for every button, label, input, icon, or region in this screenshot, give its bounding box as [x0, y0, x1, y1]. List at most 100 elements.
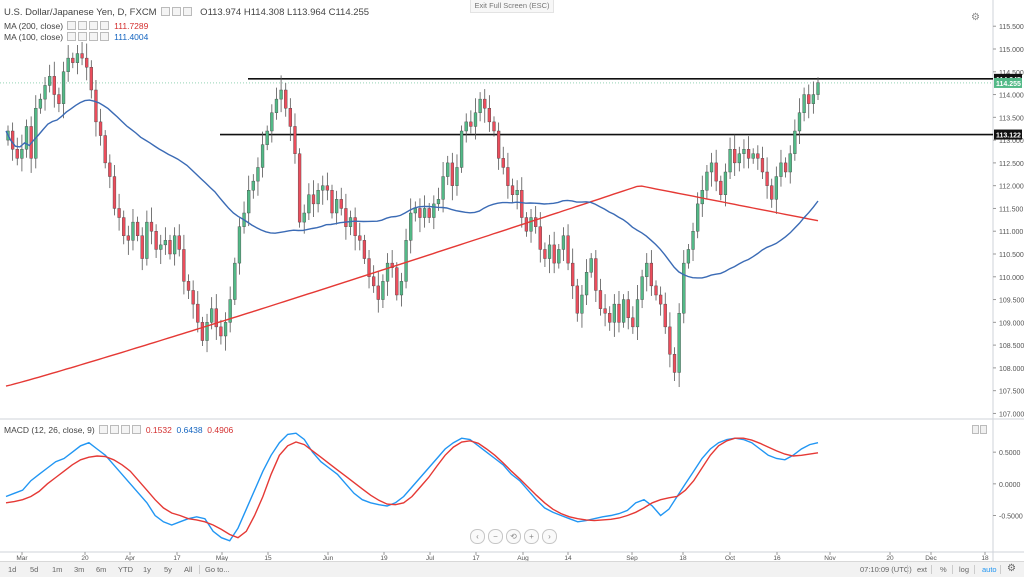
eye-icon[interactable] — [67, 32, 77, 41]
ma100-label: MA (100, close) — [4, 32, 64, 42]
time-axis-label: 18 — [679, 555, 687, 562]
candle-body — [580, 294, 584, 314]
time-axis-label: 16 — [773, 555, 781, 562]
candle-body — [742, 149, 746, 154]
settings-gear-icon[interactable]: ⚙ — [1007, 563, 1016, 574]
eye-icon[interactable] — [67, 21, 77, 30]
log-toggle[interactable]: log — [959, 565, 970, 574]
time-axis-label: Sep — [626, 555, 638, 562]
candle-body — [177, 235, 181, 250]
candle-body — [686, 249, 691, 264]
price-axis-label: 115.000 — [999, 47, 1024, 54]
close-icon[interactable] — [89, 21, 99, 30]
candle-body — [626, 299, 630, 318]
range-5d[interactable]: 5d — [30, 565, 39, 574]
candle-body — [293, 126, 297, 154]
range-1y[interactable]: 1y — [143, 565, 151, 574]
candle-body — [57, 94, 61, 104]
candle-body — [543, 249, 547, 259]
candle-body — [529, 217, 533, 232]
candle-body — [654, 285, 658, 296]
candle-body — [122, 217, 126, 236]
settings-icon[interactable] — [172, 7, 182, 16]
candle-body — [372, 276, 376, 287]
candle-body — [538, 226, 542, 250]
more-icon[interactable] — [132, 425, 142, 434]
ext-toggle[interactable]: ext — [917, 565, 928, 574]
macd-legend: MACD (12, 26, close, 9) 0.1532 0.6438 0.… — [4, 425, 233, 435]
range-1m[interactable]: 1m — [52, 565, 63, 574]
toolbar-divider — [952, 565, 953, 574]
time-axis-label: 14 — [564, 555, 572, 562]
time-axis-label: May — [216, 555, 229, 562]
candle-body — [145, 221, 149, 259]
price-axis-label: 112.500 — [999, 161, 1024, 168]
range-all[interactable]: All — [184, 565, 193, 574]
price-axis-label: 108.500 — [999, 343, 1024, 350]
eye-icon[interactable] — [99, 425, 109, 434]
macd-line — [5, 432, 819, 542]
time-axis-label: 18 — [981, 555, 989, 562]
time-axis-label: Apr — [125, 555, 136, 562]
time-axis-label: Mar — [16, 555, 28, 562]
ma100-legend: MA (100, close) 111.4004 — [4, 32, 148, 42]
range-5y[interactable]: 5y — [164, 565, 172, 574]
candle-body — [103, 135, 107, 164]
time-axis-label: 20 — [81, 555, 89, 562]
gear-icon[interactable]: ⚙ — [971, 12, 980, 23]
price-axis-label: 108.000 — [999, 366, 1024, 373]
support-tag-bg — [994, 129, 1022, 140]
reset-icon[interactable]: ⟲ — [506, 529, 521, 544]
time-axis-label: Jul — [426, 555, 435, 562]
exit-fullscreen-button[interactable]: Exit Full Screen (ESC) — [470, 0, 554, 13]
macd-axis-label: 0.5000 — [999, 450, 1021, 457]
eye-icon[interactable] — [161, 7, 171, 16]
settings-icon[interactable] — [78, 21, 88, 30]
candle-body — [205, 322, 209, 341]
range-1d[interactable]: 1d — [8, 565, 17, 574]
percent-toggle[interactable]: % — [940, 565, 947, 574]
candle-body — [506, 167, 510, 186]
close-icon[interactable] — [183, 7, 193, 16]
scroll-left-icon[interactable]: ‹ — [470, 529, 485, 544]
candle-body — [94, 89, 98, 123]
range-ytd[interactable]: YTD — [118, 565, 133, 574]
pane-collapse-icon[interactable] — [972, 425, 979, 434]
close-icon[interactable] — [121, 425, 131, 434]
close-icon[interactable] — [89, 32, 99, 41]
candle-body — [353, 217, 357, 236]
candle-body — [520, 190, 524, 218]
candle-body — [696, 203, 700, 232]
more-icon[interactable] — [100, 32, 110, 41]
candle-body — [367, 258, 371, 277]
candle-body — [260, 144, 265, 168]
candle-body — [561, 235, 566, 250]
goto-button[interactable]: Go to... — [205, 565, 230, 574]
close-label: C — [328, 7, 336, 18]
more-icon[interactable] — [100, 21, 110, 30]
range-3m[interactable]: 3m — [74, 565, 85, 574]
candle-body — [450, 162, 454, 186]
candle-body — [339, 199, 343, 209]
zoom-out-icon[interactable]: − — [488, 529, 503, 544]
open-value: 113.974 — [207, 7, 242, 18]
candle-body — [126, 235, 130, 241]
candle-body — [321, 185, 325, 191]
pane-maximize-icon[interactable] — [980, 425, 987, 434]
scroll-right-icon[interactable]: › — [542, 529, 557, 544]
settings-icon[interactable] — [78, 32, 88, 41]
clock-time: 07:10:09 (UTC) — [860, 565, 912, 574]
settings-icon[interactable] — [110, 425, 120, 434]
candle-body — [422, 208, 427, 218]
candle-body — [677, 313, 681, 373]
candle-body — [432, 203, 436, 218]
auto-toggle[interactable]: auto — [982, 565, 997, 574]
candle-body — [705, 171, 709, 191]
candle-body — [737, 153, 741, 164]
candle-body — [510, 185, 515, 195]
time-axis-label: Nov — [824, 555, 836, 562]
zoom-in-icon[interactable]: + — [524, 529, 539, 544]
candle-body — [256, 167, 260, 182]
range-6m[interactable]: 6m — [96, 565, 107, 574]
